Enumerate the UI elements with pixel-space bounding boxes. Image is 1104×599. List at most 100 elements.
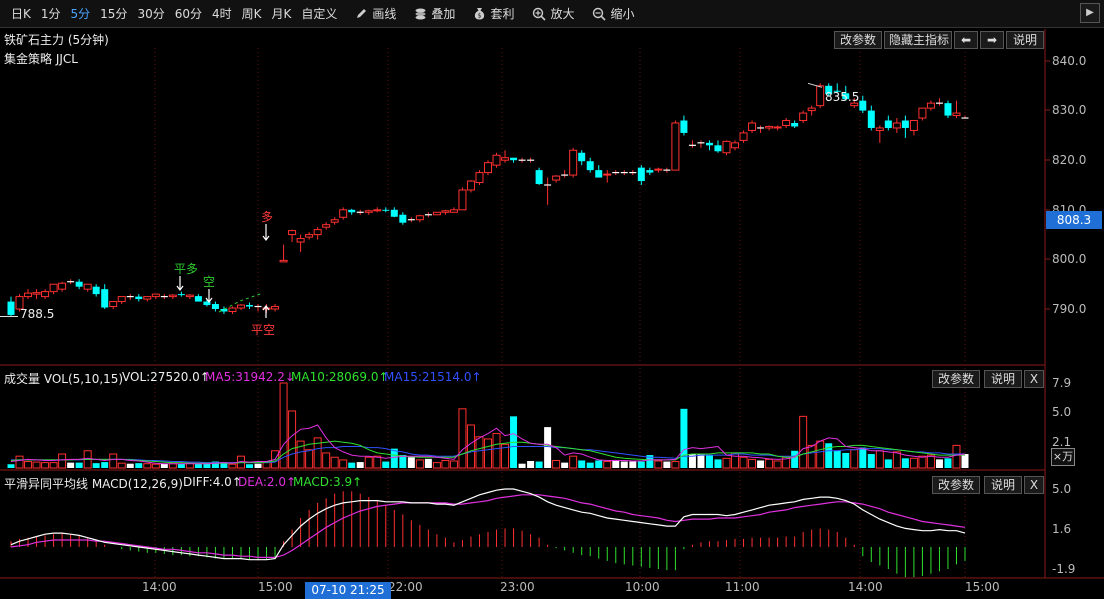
draw-line-button[interactable]: 画线 — [350, 0, 401, 28]
volume-help-button[interactable]: 说明 — [984, 370, 1022, 388]
volume-bar-down — [101, 462, 109, 468]
zoom-out-button[interactable]: 缩小 — [587, 0, 639, 28]
volume-bar-down — [135, 463, 143, 468]
period-week[interactable]: 周K — [241, 6, 262, 21]
macd-tick-low: -1.9 — [1052, 562, 1076, 576]
arbitrage-button[interactable]: $ 套利 — [468, 0, 519, 28]
volume-tick-mid: 5.0 — [1052, 405, 1072, 419]
candle-body-down — [135, 296, 143, 300]
volume-bar-up — [117, 462, 126, 469]
candle-body-up — [909, 120, 918, 131]
candle-body-up — [765, 125, 774, 129]
volume-close-button[interactable]: X — [1024, 370, 1044, 388]
candle-body-down — [867, 110, 875, 128]
volume-bar-up — [816, 440, 825, 469]
candle-body-up — [168, 294, 177, 298]
volume-bar-up — [15, 455, 24, 469]
volume-bar-up — [466, 424, 475, 469]
period-4hour[interactable]: 4时 — [212, 6, 232, 21]
volume-bar-up — [484, 438, 492, 469]
overlay-button[interactable]: 叠加 — [409, 0, 460, 28]
volume-bar-neutral — [126, 463, 134, 468]
period-60min[interactable]: 60分 — [174, 6, 202, 21]
volume-bar-up — [373, 455, 382, 469]
period-custom[interactable]: 自定义 — [301, 6, 338, 21]
main-params-button[interactable]: 改参数 — [834, 31, 882, 49]
volume-bar-down — [884, 459, 892, 468]
volume-bar-up — [807, 444, 816, 469]
volume-bar-up — [475, 436, 484, 469]
overlay-label: 叠加 — [431, 6, 456, 21]
volume-bar-down — [92, 463, 100, 468]
signal-close-short: 平空 — [251, 323, 276, 337]
candle-body-up — [739, 132, 748, 141]
macd-tick-top: 5.0 — [1052, 482, 1072, 496]
volume-bar-up — [492, 433, 501, 469]
period-day[interactable]: 日K — [11, 6, 31, 21]
volume-bar-down — [825, 443, 833, 468]
volume-ma10: MA10:28069.0↑ — [291, 370, 389, 384]
volume-bar-down — [382, 461, 390, 468]
next-indicator-button[interactable]: ➡ — [980, 31, 1004, 49]
period-30min[interactable]: 30分 — [137, 6, 165, 21]
volume-bar-down — [859, 447, 867, 468]
candle-body-down — [595, 170, 603, 178]
zoom-in-button[interactable]: 放大 — [527, 0, 579, 28]
volume-bar-neutral — [407, 457, 415, 468]
volume-bar-neutral — [697, 454, 705, 468]
volume-bar-down — [833, 450, 841, 468]
macd-close-button[interactable]: X — [1024, 476, 1044, 494]
volume-bar-up — [339, 459, 348, 469]
volume-bar-up — [288, 410, 297, 469]
period-15min[interactable]: 15分 — [100, 6, 128, 21]
price-tick-840: 840.0 — [1052, 54, 1087, 68]
volume-bar-up — [432, 462, 441, 469]
toolbar-next-button[interactable]: ▶ — [1080, 3, 1100, 23]
period-1min[interactable]: 1分 — [40, 6, 61, 21]
signal-dashed-line — [218, 292, 264, 313]
volume-bar-neutral — [663, 461, 671, 468]
volume-bar-up — [449, 460, 458, 469]
volume-bar-up — [875, 450, 884, 469]
volume-bar-neutral — [961, 454, 969, 468]
arbitrage-label: 套利 — [490, 6, 515, 21]
volume-bar-down — [867, 454, 875, 468]
candle-body-down — [211, 304, 219, 309]
candle-body-down — [348, 209, 356, 213]
macd-title: 平滑异同平均线 MACD(12,26,9) — [4, 477, 183, 491]
prev-indicator-button[interactable]: ⬅ — [954, 31, 978, 49]
candle-body-up — [807, 107, 816, 112]
volume-bar-up — [305, 449, 314, 469]
candle-body-up — [773, 126, 782, 129]
zoom-out-icon — [593, 7, 607, 21]
volume-bar-down — [220, 462, 228, 468]
candle-body-up — [799, 112, 808, 122]
long-signal-arrow-head — [262, 235, 270, 241]
main-help-button[interactable]: 说明 — [1006, 31, 1044, 49]
period-month[interactable]: 月K — [271, 6, 292, 21]
macd-help-button[interactable]: 说明 — [984, 476, 1022, 494]
candle-body-up — [228, 307, 237, 312]
macd-dea-line — [10, 494, 966, 559]
volume-params-button[interactable]: 改参数 — [932, 370, 980, 388]
volume-bar-up — [32, 461, 41, 469]
candle-body-up — [722, 140, 731, 154]
period-5min[interactable]: 5分 — [70, 6, 91, 21]
volume-bar-down — [177, 463, 185, 468]
candle-body-up — [117, 296, 126, 303]
volume-bar-neutral — [254, 463, 262, 468]
candle-body-down — [75, 281, 83, 287]
candle-body-up — [952, 112, 961, 117]
volume-bar-up — [262, 462, 271, 469]
candle-body-up — [58, 282, 67, 290]
macd-params-button[interactable]: 改参数 — [932, 476, 980, 494]
volume-bar-up — [748, 458, 757, 469]
volume-bar-down — [194, 463, 202, 468]
candle-body-up — [109, 301, 118, 308]
volume-bar-up — [926, 454, 935, 469]
hide-main-indicator-button[interactable]: 隐藏主指标 — [884, 31, 952, 49]
volume-bar-down — [791, 450, 799, 468]
chart-frame — [0, 29, 1104, 579]
time-tick-6: 11:00 — [725, 580, 760, 594]
